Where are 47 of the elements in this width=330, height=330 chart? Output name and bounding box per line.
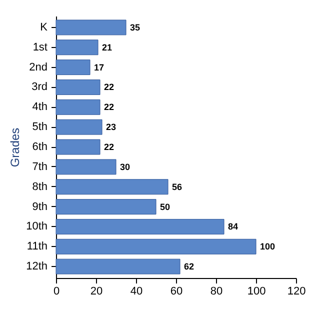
- bar: [56, 99, 100, 115]
- x-tick-label: 80: [210, 286, 223, 298]
- y-tick-label: 7th: [32, 160, 48, 173]
- y-tick-label: 10th: [26, 220, 48, 233]
- y-tick-label: K: [40, 21, 48, 34]
- bar: [56, 119, 102, 135]
- y-tick-label: 11th: [26, 240, 48, 253]
- bar: [56, 159, 116, 175]
- x-tick-label: 120: [287, 286, 306, 298]
- data-label: 21: [102, 42, 112, 52]
- y-tick-label: 5th: [32, 121, 48, 134]
- bar: [56, 139, 100, 155]
- y-tick-label: 9th: [32, 200, 48, 213]
- data-label: 100: [260, 242, 276, 252]
- bar: [56, 199, 156, 214]
- data-label: 50: [160, 202, 170, 212]
- data-label: 56: [172, 182, 182, 192]
- y-tick-label: 8th: [32, 180, 48, 193]
- x-tick-label: 40: [130, 286, 143, 298]
- bar: [56, 179, 168, 195]
- data-label: 30: [120, 162, 130, 172]
- y-tick-label: 2nd: [29, 61, 48, 74]
- data-label: 17: [94, 62, 104, 72]
- data-label: 84: [228, 222, 238, 232]
- y-tick-label: 4th: [32, 101, 48, 114]
- bar: [56, 40, 98, 56]
- bar: [56, 80, 100, 95]
- y-tick-label: 1st: [32, 41, 48, 54]
- bar: [56, 60, 90, 76]
- y-axis-title: Grades: [8, 128, 22, 168]
- x-tick-label: 60: [170, 286, 183, 298]
- y-tick-label: 3rd: [32, 81, 48, 94]
- bar: [56, 218, 224, 234]
- data-label: 22: [104, 82, 114, 92]
- data-label: 22: [104, 102, 114, 112]
- bar: [56, 238, 256, 254]
- x-tick-label: 100: [247, 286, 266, 298]
- data-label: 22: [104, 142, 114, 152]
- x-tick-label: 20: [90, 286, 103, 298]
- x-tick-label: 0: [53, 286, 60, 298]
- bar: [56, 20, 126, 36]
- data-label: 35: [130, 22, 140, 32]
- y-tick-label: 12th: [26, 260, 48, 273]
- data-label: 62: [184, 262, 194, 272]
- y-tick-label: 6th: [32, 141, 48, 153]
- data-label: 23: [106, 122, 116, 132]
- bar: [56, 258, 180, 274]
